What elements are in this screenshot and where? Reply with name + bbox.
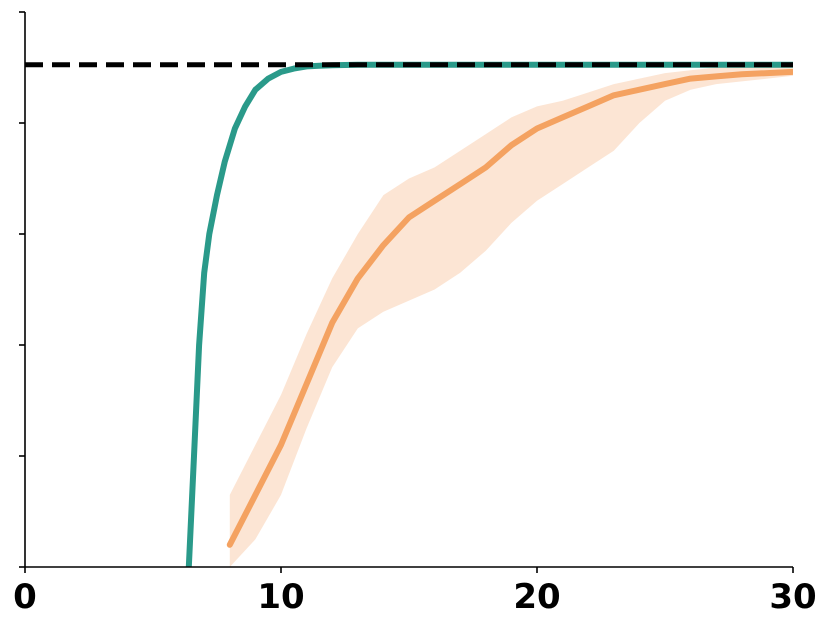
- x-tick-label: 10: [257, 577, 304, 617]
- confidence-band-2: [229, 64, 793, 567]
- confidence-band-layer: [229, 64, 793, 567]
- series-line-2: [226, 68, 793, 548]
- x-tick-label: 0: [13, 577, 37, 617]
- axes: [24, 12, 793, 568]
- ticks: 0 10 20 30: [13, 11, 817, 617]
- x-tick-label: 20: [513, 577, 560, 617]
- x-tick-label: 30: [769, 577, 816, 617]
